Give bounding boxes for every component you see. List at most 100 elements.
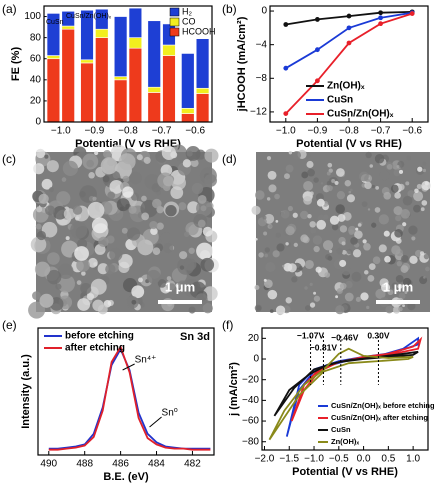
sem-grain <box>264 253 268 258</box>
sem-grain <box>269 309 274 314</box>
sem-grain <box>152 247 161 255</box>
sem-grain <box>269 224 273 228</box>
sem-grain <box>300 234 309 243</box>
sem-grain <box>110 183 117 189</box>
sem-grain <box>309 302 316 308</box>
sem-grain <box>121 227 128 234</box>
sem-grain <box>313 177 319 183</box>
sem-grain <box>41 221 58 238</box>
sem-grain <box>417 166 423 172</box>
bar-segment <box>113 79 128 123</box>
sem-grain <box>91 217 108 234</box>
bar-segment <box>113 16 128 77</box>
sem-grain <box>414 188 419 193</box>
bar-segment <box>181 53 195 109</box>
sem-grain <box>255 190 265 200</box>
sem-grain <box>143 156 151 164</box>
bar-segment <box>61 10 75 27</box>
sem-grain <box>398 292 406 300</box>
y-tick-label: 20 <box>30 96 42 107</box>
group-label: CuSn/Zn(OH)ₓ <box>66 13 112 20</box>
sem-grain <box>58 263 74 280</box>
sem-grain <box>97 304 108 315</box>
point <box>346 25 352 31</box>
sem-grain <box>266 156 272 161</box>
legend-label: CuSn/Zn(OH)ₓ after etching <box>331 413 428 422</box>
bar-segment <box>147 92 161 123</box>
x-tick-label: −0.9 <box>308 126 328 137</box>
sem-grain <box>182 159 192 168</box>
sem-grain <box>413 191 424 202</box>
sem-grain <box>118 253 133 269</box>
sem-grain <box>87 257 98 268</box>
sem-grain <box>371 184 375 189</box>
point <box>378 15 383 21</box>
sem-grain <box>398 306 403 312</box>
legend-label: CuSn <box>331 425 351 434</box>
sem-grain <box>313 291 317 295</box>
sem-grain <box>372 256 381 265</box>
sem-grain <box>112 171 120 179</box>
sem-grain <box>102 175 110 183</box>
sem-grain <box>197 219 206 228</box>
y-tick-label: −4 <box>256 39 268 50</box>
legend-label: CuSn/Zn(OH)ₓ before etching <box>331 401 434 410</box>
sem-grain <box>188 306 196 314</box>
sem-grain <box>39 293 54 308</box>
sem-grain <box>118 153 136 171</box>
point <box>283 22 289 27</box>
sem-grain <box>326 184 333 192</box>
bar-segment <box>162 55 176 123</box>
sem-grain <box>136 154 143 161</box>
sem-grain <box>336 168 345 177</box>
sem-grain <box>179 265 185 270</box>
sem-grain <box>361 201 368 207</box>
sem-grain <box>126 227 141 241</box>
sem-grain <box>122 175 130 183</box>
sem-grain <box>49 187 54 193</box>
sem-grain <box>394 229 403 238</box>
sem-grain <box>77 238 88 249</box>
x-tick-label: 486 <box>112 459 129 470</box>
sem-grain <box>57 274 76 293</box>
sem-grain <box>339 225 348 233</box>
point <box>283 65 289 71</box>
sem-grain <box>336 247 343 255</box>
sem-grain <box>395 238 402 244</box>
sem-grain <box>202 226 213 237</box>
sem-grain <box>86 293 95 301</box>
sem-grain <box>293 242 298 248</box>
sem-grain <box>292 212 298 218</box>
bar-segment <box>147 20 161 88</box>
sem-grain <box>358 171 369 182</box>
sem-grain <box>275 219 279 223</box>
sem-grain <box>152 198 162 209</box>
sem-grain <box>291 276 298 283</box>
sem-grain <box>36 206 43 213</box>
sem-grain <box>204 174 217 187</box>
sem-grain <box>397 283 403 289</box>
sem-grain <box>88 172 95 179</box>
panel-label: (b) <box>222 2 237 16</box>
annotation: −0.46V <box>331 332 359 342</box>
sem-grain <box>401 254 409 263</box>
sem-grain <box>61 177 67 182</box>
sem-grain <box>44 154 49 159</box>
sem-grain <box>285 164 294 173</box>
sem-grain <box>315 266 322 273</box>
x-axis-label: Potential (V vs RHE) <box>292 466 398 478</box>
x-tick-label: −0.7 <box>152 126 172 137</box>
sem-grain <box>351 271 362 282</box>
sem-grain <box>402 222 407 227</box>
sem-grain <box>350 237 358 245</box>
legend-label: H₂ <box>182 6 192 16</box>
sem-grain <box>276 243 285 252</box>
point <box>378 10 383 16</box>
sem-grain <box>371 222 377 228</box>
sem-grain <box>411 236 416 241</box>
legend-label: CuSn/Zn(OH)ₓ <box>327 109 394 120</box>
sem-grain <box>422 161 427 166</box>
sem-grain <box>138 277 143 283</box>
sem-grain <box>263 278 267 282</box>
sem-grain <box>407 190 415 198</box>
